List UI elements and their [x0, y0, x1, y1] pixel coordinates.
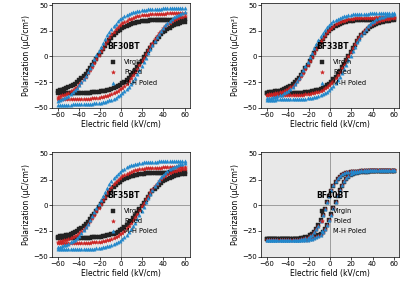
Text: Virgin: Virgin [124, 59, 143, 65]
X-axis label: Electric field (kV/cm): Electric field (kV/cm) [290, 120, 370, 129]
Text: Poled: Poled [124, 69, 142, 75]
Text: BF30BT: BF30BT [108, 42, 140, 51]
Text: M-H Poled: M-H Poled [124, 229, 157, 235]
Text: BF35BT: BF35BT [108, 191, 140, 200]
Y-axis label: Polarization (μC/cm²): Polarization (μC/cm²) [23, 164, 31, 245]
Y-axis label: Polarization (μC/cm²): Polarization (μC/cm²) [23, 15, 31, 96]
Y-axis label: Polarization (μC/cm²): Polarization (μC/cm²) [231, 15, 241, 96]
X-axis label: Electric field (kV/cm): Electric field (kV/cm) [81, 269, 161, 278]
Text: Poled: Poled [124, 218, 142, 224]
Text: Virgin: Virgin [124, 207, 143, 214]
Text: Poled: Poled [333, 69, 351, 75]
Text: M-H Poled: M-H Poled [333, 80, 366, 86]
Text: BF40BT: BF40BT [316, 191, 349, 200]
Text: M-H Poled: M-H Poled [333, 229, 366, 235]
Text: M-H Poled: M-H Poled [124, 80, 157, 86]
X-axis label: Electric field (kV/cm): Electric field (kV/cm) [81, 120, 161, 129]
Text: BF33BT: BF33BT [316, 42, 349, 51]
Text: Virgin: Virgin [333, 59, 352, 65]
Text: Poled: Poled [333, 218, 351, 224]
Y-axis label: Polarization (μC/cm²): Polarization (μC/cm²) [231, 164, 241, 245]
X-axis label: Electric field (kV/cm): Electric field (kV/cm) [290, 269, 370, 278]
Text: Virgin: Virgin [333, 207, 352, 214]
